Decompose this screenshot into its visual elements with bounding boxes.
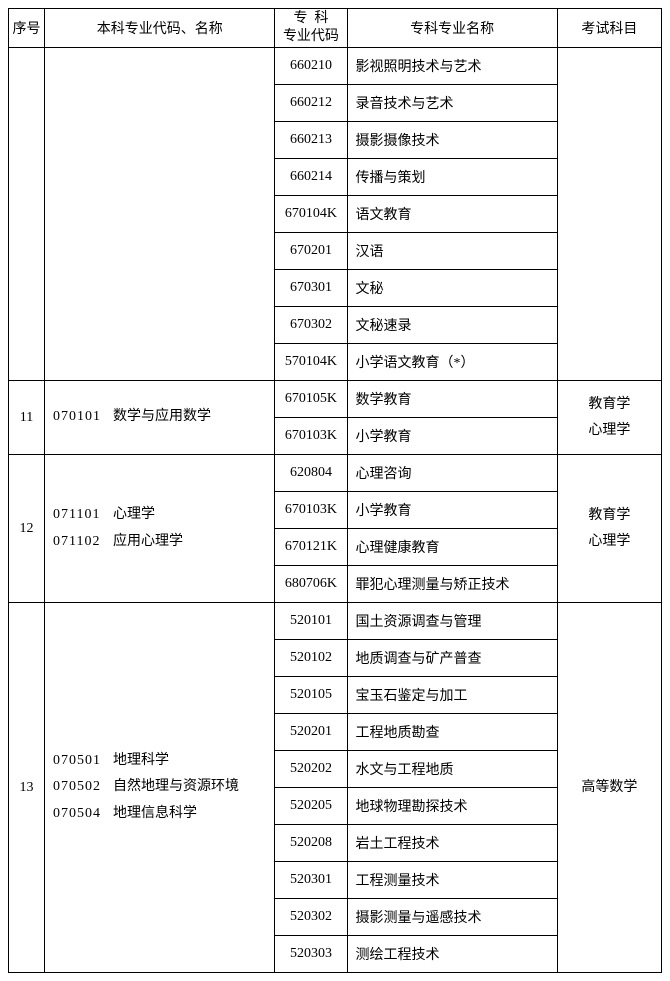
specialty-name: 文秘速录 [347,307,557,344]
specialty-name: 语文教育 [347,196,557,233]
specialty-code: 670104K [275,196,347,233]
specialty-code: 570104K [275,344,347,381]
table-row: 12 071101心理学 071102应用心理学 620804 心理咨询 教育学… [9,455,662,492]
specialty-name: 录音技术与艺术 [347,85,557,122]
exam-line: 心理学 [588,534,630,549]
specialty-code: 660210 [275,48,347,85]
specialty-name: 汉语 [347,233,557,270]
specialty-name: 宝玉石鉴定与加工 [347,677,557,714]
specialty-name: 水文与工程地质 [347,751,557,788]
major-cell [45,48,275,381]
specialty-code: 520105 [275,677,347,714]
header-row: 序号 本科专业代码、名称 专 科专业代码 专科专业名称 考试科目 [9,9,662,48]
major-name: 地理科学 [113,753,169,768]
specialty-code: 670105K [275,381,347,418]
major-code: 070504 [53,801,113,828]
specialty-name: 小学语文教育（*） [347,344,557,381]
specialty-name: 影视照明技术与艺术 [347,48,557,85]
specialty-name: 岩土工程技术 [347,825,557,862]
specialty-code: 660214 [275,159,347,196]
specialty-code: 520201 [275,714,347,751]
specialty-code: 670121K [275,529,347,566]
specialty-name: 文秘 [347,270,557,307]
major-name: 自然地理与资源环境 [113,779,239,794]
specialty-code: 520202 [275,751,347,788]
specialty-code: 670301 [275,270,347,307]
specialty-name: 心理健康教育 [347,529,557,566]
specialty-name: 心理咨询 [347,455,557,492]
specialty-name: 国土资源调查与管理 [347,603,557,640]
specialty-code: 520205 [275,788,347,825]
major-code: 071101 [53,502,113,529]
major-table: 序号 本科专业代码、名称 专 科专业代码 专科专业名称 考试科目 660210 … [8,8,662,973]
major-name: 地理信息科学 [113,806,197,821]
specialty-name: 地质调查与矿产普查 [347,640,557,677]
exam-line: 心理学 [588,423,630,438]
specialty-code: 660213 [275,122,347,159]
major-code: 071102 [53,529,113,556]
major-name: 数学与应用数学 [113,409,211,424]
seq-cell: 13 [9,603,45,973]
major-cell: 071101心理学 071102应用心理学 [45,455,275,603]
seq-cell: 11 [9,381,45,455]
specialty-name: 小学教育 [347,492,557,529]
major-code: 070502 [53,774,113,801]
specialty-code: 520302 [275,899,347,936]
major-code: 070101 [53,404,113,431]
table-row: 660210 影视照明技术与艺术 [9,48,662,85]
seq-cell: 12 [9,455,45,603]
specialty-name: 小学教育 [347,418,557,455]
header-sname: 专科专业名称 [347,9,557,48]
specialty-code: 520301 [275,862,347,899]
header-exam: 考试科目 [557,9,661,48]
specialty-name: 数学教育 [347,381,557,418]
exam-cell: 教育学 心理学 [557,455,661,603]
major-code: 070501 [53,748,113,775]
specialty-code: 520303 [275,936,347,973]
table-row: 11 070101数学与应用数学 670105K 数学教育 教育学 心理学 [9,381,662,418]
specialty-name: 测绘工程技术 [347,936,557,973]
header-major: 本科专业代码、名称 [45,9,275,48]
specialty-name: 摄影摄像技术 [347,122,557,159]
header-seq: 序号 [9,9,45,48]
major-name: 应用心理学 [113,534,183,549]
exam-cell: 高等数学 [557,603,661,973]
specialty-code: 520102 [275,640,347,677]
header-scode: 专 科专业代码 [275,9,347,48]
specialty-code: 620804 [275,455,347,492]
specialty-code: 680706K [275,566,347,603]
exam-line: 教育学 [588,397,630,412]
specialty-code: 520101 [275,603,347,640]
specialty-code: 520208 [275,825,347,862]
specialty-name: 地球物理勘探技术 [347,788,557,825]
major-cell: 070101数学与应用数学 [45,381,275,455]
specialty-name: 罪犯心理测量与矫正技术 [347,566,557,603]
major-cell: 070501地理科学 070502自然地理与资源环境 070504地理信息科学 [45,603,275,973]
exam-line: 教育学 [588,508,630,523]
major-name: 心理学 [113,507,155,522]
specialty-name: 工程测量技术 [347,862,557,899]
specialty-code: 660212 [275,85,347,122]
specialty-code: 670302 [275,307,347,344]
specialty-name: 工程地质勘查 [347,714,557,751]
exam-cell: 教育学 心理学 [557,381,661,455]
specialty-code: 670103K [275,418,347,455]
seq-cell [9,48,45,381]
table-row: 13 070501地理科学 070502自然地理与资源环境 070504地理信息… [9,603,662,640]
specialty-name: 摄影测量与遥感技术 [347,899,557,936]
exam-cell [557,48,661,381]
specialty-name: 传播与策划 [347,159,557,196]
exam-line: 高等数学 [581,780,637,795]
specialty-code: 670103K [275,492,347,529]
specialty-code: 670201 [275,233,347,270]
